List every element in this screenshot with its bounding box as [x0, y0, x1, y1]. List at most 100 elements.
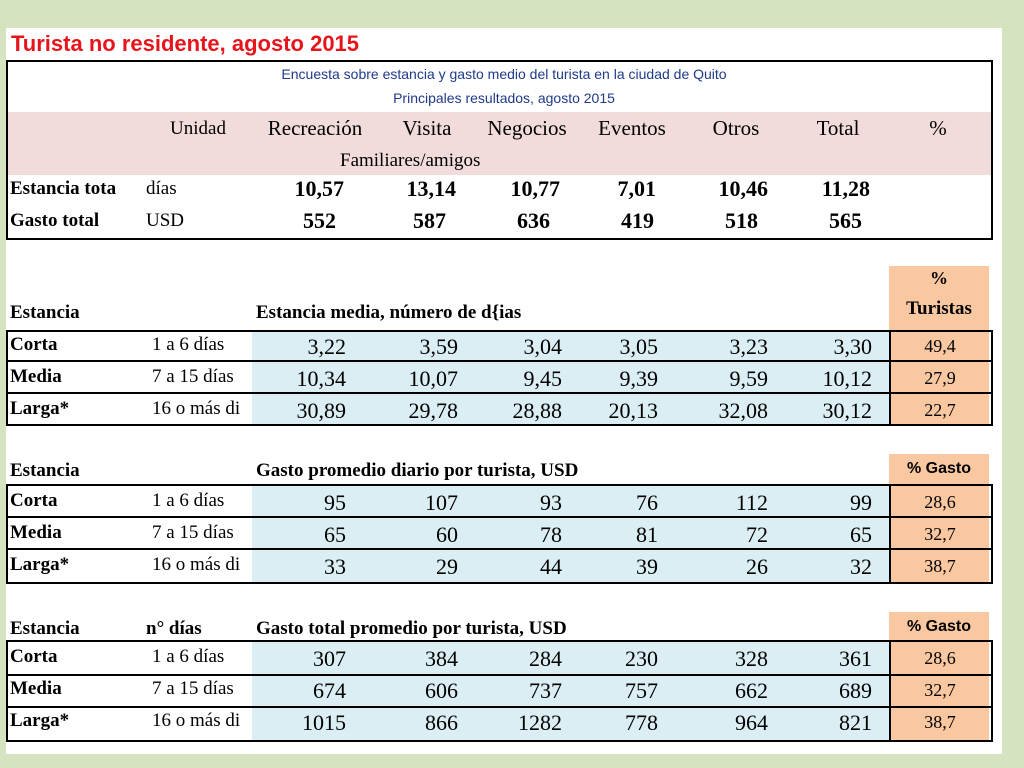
table-cell: 3,30: [833, 334, 873, 359]
table-cell: 29,78: [408, 398, 459, 423]
table-cell: 76: [636, 490, 658, 515]
table-cell: 95: [324, 490, 346, 515]
table-cell: 307: [313, 646, 346, 671]
table-cell: 866: [425, 710, 458, 735]
table-cell: 284: [529, 646, 562, 671]
row-label: Corta: [10, 646, 58, 667]
table-cell: 606: [425, 678, 458, 703]
table-cell: 674: [313, 678, 346, 703]
table-cell: 3,04: [523, 334, 563, 359]
row-label: Media: [10, 678, 62, 699]
table-cell: 107: [425, 490, 458, 515]
summary-cell: 518: [725, 208, 758, 233]
table-cell: 1015: [302, 710, 346, 735]
pct-header: %: [930, 268, 948, 288]
section-left-header: Estancia: [10, 302, 80, 323]
pct-column-bg: [889, 454, 989, 584]
table-cell: 60: [436, 522, 458, 547]
summary-row-label: Gasto total: [10, 210, 100, 231]
col-header-recreacion: Recreación: [267, 116, 363, 140]
summary-cell: 565: [829, 208, 862, 233]
column-divider: [889, 484, 891, 584]
col-header-pct: %: [929, 116, 947, 140]
table-cell: 662: [735, 678, 768, 703]
row-range: 1 a 6 días: [152, 334, 225, 355]
summary-cell: 10,46: [718, 176, 769, 201]
survey-subtitle: Encuesta sobre estancia y gasto medio de…: [281, 66, 727, 82]
table-cell: 65: [850, 522, 872, 547]
row-range: 1 a 6 días: [152, 646, 225, 667]
header-band: [8, 112, 991, 175]
table-cell: 778: [625, 710, 658, 735]
spreadsheet-sheet: Turista no residente, agosto 2015 Encues…: [6, 28, 1002, 754]
table-cell: 821: [839, 710, 872, 735]
summary-row-label: Estancia tota: [10, 178, 117, 199]
summary-row-unit: USD: [146, 210, 185, 231]
pct-cell: 49,4: [924, 336, 956, 356]
table-cell: 112: [735, 490, 768, 515]
col-header-total: Total: [816, 116, 860, 140]
table-cell: 230: [625, 646, 658, 671]
table-cell: 26: [746, 554, 768, 579]
section-title: Estancia media, número de d{ias: [256, 302, 522, 323]
page-title: Turista no residente, agosto 2015: [11, 31, 360, 56]
table-cell: 9,45: [523, 366, 563, 391]
table-cell: 3,59: [419, 334, 459, 359]
table-cell: 20,13: [608, 398, 659, 423]
table-cell: 32: [850, 554, 872, 579]
row-label: Corta: [10, 334, 58, 355]
row-range: 16 o más di: [152, 710, 241, 731]
table-cell: 81: [636, 522, 658, 547]
summary-cell: 13,14: [406, 176, 457, 201]
pct-cell: 22,7: [924, 400, 956, 420]
row-label: Larga*: [10, 398, 70, 419]
summary-cell: 10,57: [294, 176, 345, 201]
section-table: [6, 484, 993, 584]
table-cell: 3,05: [619, 334, 659, 359]
col-header-unidad: Unidad: [170, 118, 226, 139]
table-cell: 689: [839, 678, 872, 703]
table-cell: 39: [636, 554, 658, 579]
summary-cell: 552: [303, 208, 336, 233]
pct-cell: 38,7: [924, 712, 956, 732]
summary-cell: 419: [621, 208, 654, 233]
row-divider: [6, 392, 993, 394]
table-cell: 737: [529, 678, 562, 703]
row-label: Corta: [10, 490, 58, 511]
table-cell: 30,89: [296, 398, 347, 423]
pct-cell: 32,7: [924, 680, 956, 700]
summary-table: [6, 60, 993, 240]
col-header-otros: Otros: [712, 116, 760, 140]
values-bg: [252, 642, 889, 742]
table-cell: 328: [735, 646, 768, 671]
table-cell: 99: [850, 490, 872, 515]
section-title: Gasto promedio diario por turista, USD: [256, 460, 579, 481]
pct-cell: 28,6: [924, 492, 956, 512]
table-cell: 29: [436, 554, 458, 579]
table-cell: 757: [625, 678, 658, 703]
table-cell: 361: [839, 646, 872, 671]
table-cell: 384: [425, 646, 458, 671]
table-cell: 32,08: [718, 398, 769, 423]
table-cell: 93: [540, 490, 562, 515]
results-subtitle: Principales resultados, agosto 2015: [393, 90, 615, 106]
summary-cell: 10,77: [510, 176, 561, 201]
row-range: 7 a 15 días: [152, 678, 234, 699]
summary-cell: 11,28: [821, 176, 870, 201]
table-cell: 72: [746, 522, 768, 547]
row-label: Larga*: [10, 710, 70, 731]
row-label: Media: [10, 522, 62, 543]
section-title: Gasto total promedio por turista, USD: [256, 618, 567, 639]
pct-column-bg: [889, 266, 989, 424]
table-cell: 10,34: [296, 366, 347, 391]
row-divider: [6, 706, 993, 708]
pct-column-bg: [889, 612, 989, 742]
pct-header: % Gasto: [906, 460, 971, 477]
section-table: [6, 640, 993, 742]
row-range: 16 o más di: [152, 398, 241, 419]
row-divider: [6, 516, 993, 518]
table-cell: 1282: [518, 710, 562, 735]
pct-cell: 27,9: [924, 368, 956, 388]
row-range: 1 a 6 días: [152, 490, 225, 511]
table-cell: 33: [324, 554, 346, 579]
